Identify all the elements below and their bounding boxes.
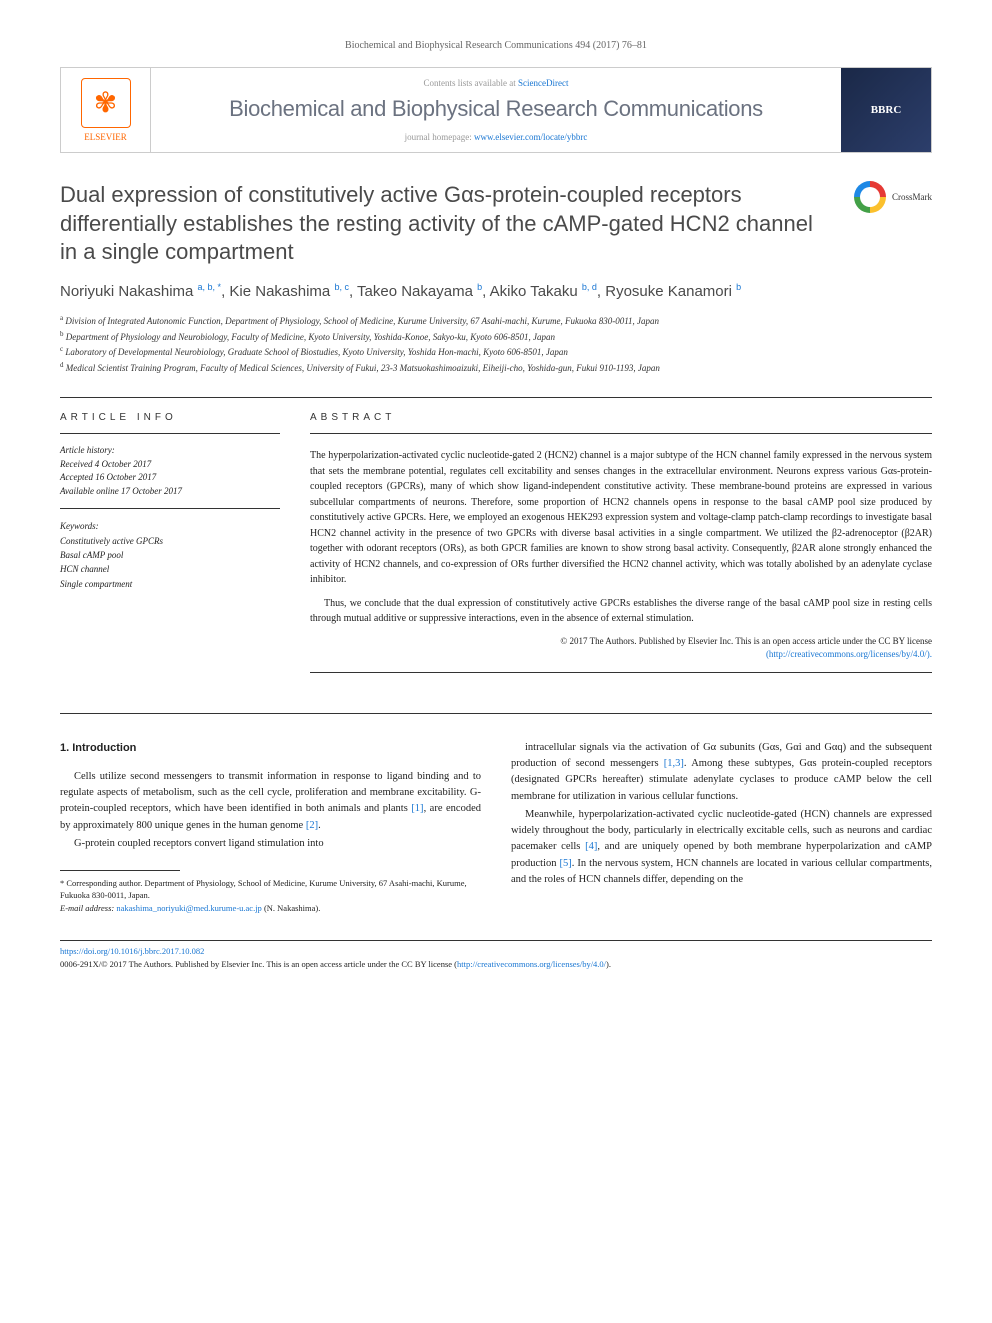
copyright-text: © 2017 The Authors. Published by Elsevie…	[560, 636, 932, 646]
contents-prefix: Contents lists available at	[424, 78, 518, 88]
abstract-label: ABSTRACT	[310, 412, 932, 423]
footnotes: * Corresponding author. Department of Ph…	[60, 877, 481, 914]
history-accepted: Accepted 16 October 2017	[60, 471, 280, 485]
keyword: Single compartment	[60, 577, 280, 591]
body-p2: G-protein coupled receptors convert liga…	[60, 836, 481, 852]
sciencedirect-link[interactable]: ScienceDirect	[518, 78, 568, 88]
crossmark-label: CrossMark	[892, 192, 932, 202]
homepage-link[interactable]: www.elsevier.com/locate/ybbrc	[474, 132, 587, 142]
homepage-prefix: journal homepage:	[405, 132, 474, 142]
keyword: Basal cAMP pool	[60, 548, 280, 562]
publisher-name: ELSEVIER	[81, 132, 131, 142]
keywords-block: Keywords: Constitutively active GPCRs Ba…	[60, 519, 280, 591]
homepage-line: journal homepage: www.elsevier.com/locat…	[171, 132, 821, 142]
body-p3: intracellular signals via the activation…	[511, 740, 932, 805]
footer-close: ).	[606, 959, 611, 969]
masthead: ✾ ELSEVIER Contents lists available at S…	[60, 67, 932, 153]
history-received: Received 4 October 2017	[60, 458, 280, 472]
footnote-rule	[60, 870, 180, 871]
doi-link[interactable]: https://doi.org/10.1016/j.bbrc.2017.10.0…	[60, 946, 204, 956]
history-title: Article history:	[60, 444, 280, 458]
history-online: Available online 17 October 2017	[60, 485, 280, 499]
footer-line: 0006-291X/© 2017 The Authors. Published …	[60, 959, 457, 969]
abstract-p1: The hyperpolarization-activated cyclic n…	[310, 448, 932, 588]
footer-license-link[interactable]: http://creativecommons.org/licenses/by/4…	[457, 959, 606, 969]
rule-full	[60, 713, 932, 714]
abstract-copyright: © 2017 The Authors. Published by Elsevie…	[310, 635, 932, 662]
masthead-center: Contents lists available at ScienceDirec…	[151, 68, 841, 152]
keyword: HCN channel	[60, 562, 280, 576]
article-history: Article history: Received 4 October 2017…	[60, 444, 280, 498]
corresponding-author: * Corresponding author. Department of Ph…	[60, 877, 481, 902]
abstract-p2: Thus, we conclude that the dual expressi…	[310, 596, 932, 627]
footer: https://doi.org/10.1016/j.bbrc.2017.10.0…	[60, 940, 932, 971]
running-header: Biochemical and Biophysical Research Com…	[60, 40, 932, 51]
section-heading: 1. Introduction	[60, 740, 481, 757]
body-text: 1. Introduction Cells utilize second mes…	[60, 740, 932, 914]
affiliations: a Division of Integrated Autonomic Funct…	[60, 313, 932, 375]
email-label: E-mail address:	[60, 903, 114, 913]
abstract-block: ABSTRACT The hyperpolarization-activated…	[310, 412, 932, 687]
email-suffix: (N. Nakashima).	[264, 903, 320, 913]
article-info: ARTICLE INFO Article history: Received 4…	[60, 412, 280, 687]
article-title: Dual expression of constitutively active…	[60, 181, 834, 267]
keyword: Constitutively active GPCRs	[60, 534, 280, 548]
body-p4: Meanwhile, hyperpolarization-activated c…	[511, 807, 932, 888]
abstract-text: The hyperpolarization-activated cyclic n…	[310, 448, 932, 627]
keywords-title: Keywords:	[60, 519, 280, 533]
article-info-label: ARTICLE INFO	[60, 412, 280, 423]
authors: Noriyuki Nakashima a, b, *, Kie Nakashim…	[60, 281, 932, 304]
crossmark-icon	[854, 181, 886, 213]
journal-cover: BBRC	[841, 68, 931, 152]
publisher-logo-block: ✾ ELSEVIER	[61, 68, 151, 152]
elsevier-tree-icon: ✾	[81, 78, 131, 128]
email-line: E-mail address: nakashima_noriyuki@med.k…	[60, 902, 481, 914]
license-link[interactable]: (http://creativecommons.org/licenses/by/…	[766, 649, 932, 659]
rule	[60, 397, 932, 398]
contents-line: Contents lists available at ScienceDirec…	[171, 78, 821, 88]
email-link[interactable]: nakashima_noriyuki@med.kurume-u.ac.jp	[116, 903, 261, 913]
elsevier-logo: ✾ ELSEVIER	[81, 78, 131, 142]
body-p1: Cells utilize second messengers to trans…	[60, 769, 481, 834]
journal-name: Biochemical and Biophysical Research Com…	[171, 96, 821, 122]
crossmark-badge[interactable]: CrossMark	[854, 181, 932, 213]
